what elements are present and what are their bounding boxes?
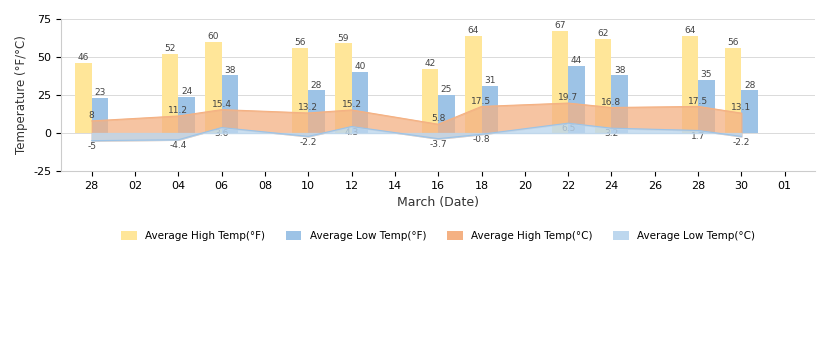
Legend: Average High Temp(°F), Average Low Temp(°F), Average High Temp(°C), Average Low : Average High Temp(°F), Average Low Temp(… bbox=[117, 226, 759, 245]
Y-axis label: Temperature (°F/°C): Temperature (°F/°C) bbox=[15, 35, 28, 155]
Text: 19.7: 19.7 bbox=[558, 93, 579, 102]
Text: 35: 35 bbox=[701, 70, 712, 79]
Text: 59: 59 bbox=[338, 34, 349, 43]
Text: 8: 8 bbox=[89, 111, 95, 120]
Text: 62: 62 bbox=[598, 29, 609, 38]
Text: 6.5: 6.5 bbox=[561, 125, 575, 133]
Text: 52: 52 bbox=[164, 44, 176, 53]
Bar bbox=[205, 42, 222, 133]
Bar bbox=[438, 95, 455, 133]
Bar bbox=[292, 48, 308, 133]
Text: 4.3: 4.3 bbox=[344, 128, 359, 137]
Text: -3.7: -3.7 bbox=[429, 140, 447, 149]
X-axis label: March (Date): March (Date) bbox=[398, 196, 479, 209]
Bar bbox=[612, 75, 628, 133]
Text: 28: 28 bbox=[744, 81, 755, 90]
Text: 23: 23 bbox=[95, 88, 105, 97]
Bar bbox=[162, 54, 178, 133]
Text: -0.8: -0.8 bbox=[473, 135, 491, 144]
Bar bbox=[552, 31, 568, 133]
Bar bbox=[178, 97, 195, 133]
Text: 3.2: 3.2 bbox=[604, 129, 618, 138]
Text: 3.6: 3.6 bbox=[214, 129, 229, 138]
Bar bbox=[568, 66, 584, 133]
Text: 60: 60 bbox=[208, 32, 219, 41]
Text: 42: 42 bbox=[424, 59, 436, 68]
Text: 24: 24 bbox=[181, 87, 193, 96]
Text: 13.1: 13.1 bbox=[731, 104, 751, 112]
Text: 56: 56 bbox=[295, 38, 305, 47]
Text: 1.7: 1.7 bbox=[691, 132, 706, 141]
Text: 40: 40 bbox=[354, 63, 365, 71]
Text: 38: 38 bbox=[224, 66, 236, 75]
Bar bbox=[352, 72, 368, 133]
Text: 15.4: 15.4 bbox=[212, 100, 232, 109]
Text: 64: 64 bbox=[467, 26, 479, 35]
Text: -5: -5 bbox=[87, 142, 96, 151]
Bar bbox=[422, 69, 438, 133]
Bar bbox=[725, 48, 741, 133]
Text: -4.4: -4.4 bbox=[169, 141, 187, 150]
Bar bbox=[308, 90, 325, 133]
Text: 16.8: 16.8 bbox=[602, 98, 622, 107]
Bar bbox=[481, 86, 498, 133]
Bar bbox=[222, 75, 238, 133]
Text: 31: 31 bbox=[484, 76, 496, 85]
Bar bbox=[698, 80, 715, 133]
Bar bbox=[741, 90, 758, 133]
Bar bbox=[92, 98, 108, 133]
Text: 38: 38 bbox=[614, 66, 626, 75]
Text: 17.5: 17.5 bbox=[471, 97, 491, 106]
Text: -2.2: -2.2 bbox=[733, 138, 750, 147]
Text: 5.8: 5.8 bbox=[431, 114, 446, 123]
Text: 46: 46 bbox=[78, 53, 89, 62]
Text: 25: 25 bbox=[441, 85, 452, 94]
Text: 17.5: 17.5 bbox=[688, 97, 708, 106]
Text: 15.2: 15.2 bbox=[342, 100, 362, 109]
Text: 13.2: 13.2 bbox=[298, 103, 318, 112]
Text: 64: 64 bbox=[684, 26, 696, 35]
Text: 11.2: 11.2 bbox=[168, 106, 188, 115]
Bar bbox=[681, 36, 698, 133]
Bar bbox=[465, 36, 481, 133]
Text: 28: 28 bbox=[310, 81, 322, 90]
Text: 67: 67 bbox=[554, 21, 566, 30]
Bar bbox=[335, 43, 352, 133]
Text: -2.2: -2.2 bbox=[300, 138, 317, 147]
Text: 44: 44 bbox=[571, 56, 582, 66]
Bar bbox=[76, 63, 92, 133]
Text: 56: 56 bbox=[727, 38, 739, 47]
Bar bbox=[595, 39, 612, 133]
